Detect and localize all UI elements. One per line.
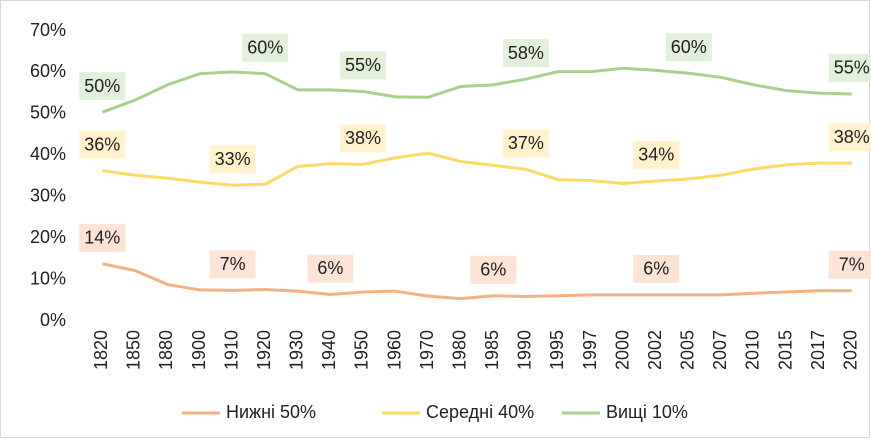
data-label-bg (339, 51, 386, 80)
x-tick-label: 1970 (417, 330, 437, 370)
y-tick-label: 0% (40, 310, 66, 330)
x-tick-label: 2015 (775, 330, 795, 370)
x-tick-label: 1997 (580, 330, 600, 370)
y-tick-label: 50% (30, 103, 66, 123)
series-line (101, 262, 852, 301)
data-label: 6% (643, 259, 669, 279)
x-tick-label: 1910 (221, 330, 241, 370)
x-tick-label: 1850 (124, 330, 144, 370)
series-line (102, 151, 852, 187)
y-tick-label: 10% (30, 268, 66, 288)
x-tick-label: 2005 (678, 330, 698, 370)
x-tick-label: 2007 (710, 330, 730, 370)
data-label: 33% (215, 149, 251, 169)
legend-label: Нижні 50% (226, 402, 316, 422)
data-label-bg (339, 124, 386, 153)
data-label-bg (242, 33, 289, 62)
x-tick-label: 2020 (840, 330, 860, 370)
data-label: 7% (839, 255, 865, 275)
x-tick-label: 1900 (189, 330, 209, 370)
data-label-bg (307, 254, 354, 283)
data-label: 55% (834, 58, 870, 78)
x-tick-label: 1995 (547, 330, 567, 370)
x-tick-label: 1920 (254, 330, 274, 370)
x-tick-label: 2000 (612, 330, 632, 370)
x-tick-label: 1940 (319, 330, 339, 370)
y-tick-label: 40% (30, 144, 66, 164)
data-label: 14% (84, 228, 120, 248)
data-label: 60% (671, 37, 707, 57)
data-label-bg (665, 33, 712, 62)
data-label: 60% (247, 37, 283, 57)
x-tick-label: 2010 (743, 330, 763, 370)
data-label-bg (79, 223, 126, 252)
y-tick-label: 60% (30, 61, 66, 81)
x-tick-label: 1980 (449, 330, 469, 370)
data-label: 38% (345, 128, 381, 148)
data-label-bg (828, 53, 871, 82)
x-tick-label: 1880 (156, 330, 176, 370)
x-tick-label: 1990 (515, 330, 535, 370)
x-tick-label: 1930 (287, 330, 307, 370)
x-tick-label: 1820 (91, 330, 111, 370)
data-label-bg (502, 129, 549, 158)
data-label: 7% (220, 254, 246, 274)
data-label: 55% (345, 55, 381, 75)
data-label: 6% (480, 259, 506, 279)
data-label-bg (470, 255, 517, 284)
data-label-bg (79, 72, 126, 101)
data-label: 37% (508, 133, 544, 153)
x-tick-label: 2002 (645, 330, 665, 370)
x-tick-label: 1985 (482, 330, 502, 370)
data-label-bg (79, 130, 126, 159)
legend-label: Середні 40% (426, 402, 534, 422)
y-tick-label: 30% (30, 185, 66, 205)
data-label: 38% (834, 127, 870, 147)
x-tick-label: 1950 (352, 330, 372, 370)
data-label: 58% (508, 43, 544, 63)
x-tick-label: 2017 (808, 330, 828, 370)
y-tick-label: 70% (30, 20, 66, 40)
data-label: 6% (317, 258, 343, 278)
data-label: 34% (638, 145, 674, 165)
data-label-bg (633, 254, 680, 283)
data-label: 36% (84, 134, 120, 154)
data-label-bg (502, 39, 549, 68)
data-label: 50% (84, 76, 120, 96)
data-label-bg (209, 250, 256, 279)
x-tick-label: 1960 (384, 330, 404, 370)
data-label-bg (828, 123, 871, 152)
series-line (101, 66, 852, 114)
data-label-bg (828, 250, 871, 279)
legend-label: Вищі 10% (606, 402, 688, 422)
data-label-bg (209, 145, 256, 174)
data-label-bg (633, 140, 680, 169)
y-tick-label: 20% (30, 227, 66, 247)
